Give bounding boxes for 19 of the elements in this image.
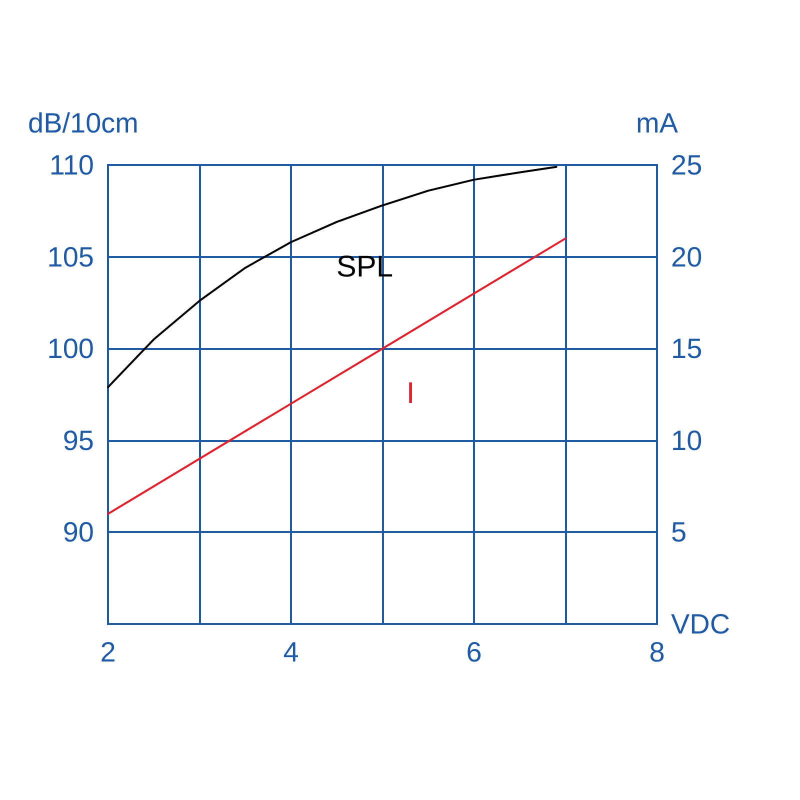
y2-tick-label: 10 <box>671 424 702 456</box>
y-tick-label: 100 <box>47 333 94 364</box>
x-tick-label: 4 <box>283 636 299 668</box>
y2-tick-label: 20 <box>671 241 702 272</box>
y-tick-label: 90 <box>62 516 94 548</box>
x-axis-title: VDC <box>671 608 730 640</box>
y-tick-label: 110 <box>49 150 94 180</box>
y2-axis-title: mA <box>636 108 678 138</box>
y2-tick-label: 15 <box>671 333 702 364</box>
x-tick-label: 2 <box>100 636 116 668</box>
y-tick-label: 95 <box>62 424 94 456</box>
y-axis-title: dB/10cm <box>28 108 138 138</box>
x-tick-label: 6 <box>466 636 482 668</box>
y2-tick-label: 25 <box>671 150 702 180</box>
x-tick-label: 8 <box>649 636 665 668</box>
series-label: I <box>406 377 415 410</box>
line-series <box>107 237 566 515</box>
y2-tick-label: 5 <box>671 516 687 548</box>
y-tick-label: 105 <box>47 241 94 272</box>
